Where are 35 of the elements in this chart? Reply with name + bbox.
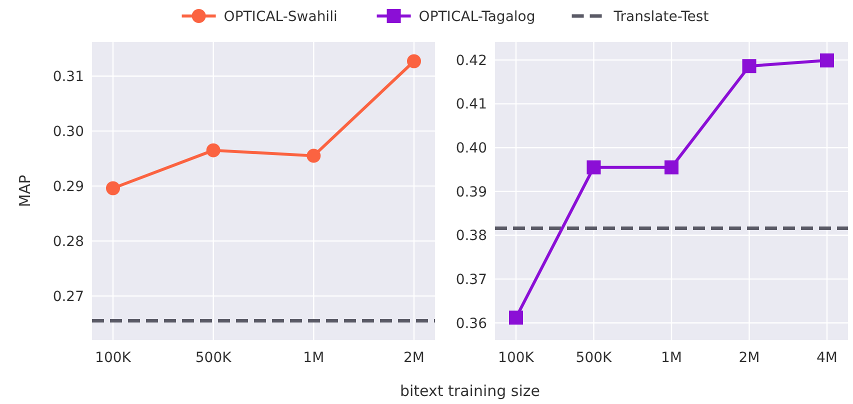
x-tick-label: 2M xyxy=(738,350,760,366)
y-tick-label: 0.27 xyxy=(52,288,84,305)
point xyxy=(820,53,834,68)
y-tick-label: 0.39 xyxy=(456,184,487,200)
point xyxy=(742,59,756,74)
point xyxy=(509,310,523,325)
y-tick-label: 0.37 xyxy=(456,272,487,288)
point xyxy=(586,160,601,174)
x-tick-label: 500K xyxy=(576,350,613,366)
x-tick-label: 2M xyxy=(404,350,424,366)
x-tick-label: 4M xyxy=(816,350,838,366)
point xyxy=(106,181,120,196)
y-tick-label: 0.41 xyxy=(456,96,487,113)
x-tick-label: 500K xyxy=(195,350,232,366)
point xyxy=(407,54,421,68)
point xyxy=(306,148,321,163)
y-axis-title: MAP xyxy=(16,174,34,208)
x-axis-title: bitext training size xyxy=(400,382,540,400)
point xyxy=(664,160,678,174)
y-tick-label: 0.30 xyxy=(52,124,84,140)
x-tick-label: 1M xyxy=(661,350,682,366)
x-tick-label: 100K xyxy=(95,350,132,366)
x-tick-label: 100K xyxy=(498,350,535,366)
legend-label: Translate-Test xyxy=(612,8,710,25)
y-tick-label: 0.31 xyxy=(52,68,84,85)
y-tick-label: 0.40 xyxy=(456,140,487,157)
y-tick-label: 0.42 xyxy=(456,52,487,69)
y-tick-label: 0.38 xyxy=(456,228,487,244)
point xyxy=(206,143,220,158)
x-tick-label: 1M xyxy=(303,350,324,366)
legend-label: OPTICAL-Swahili xyxy=(224,8,338,25)
y-tick-label: 0.28 xyxy=(52,234,84,250)
y-tick-label: 0.36 xyxy=(456,316,488,332)
legend-label: OPTICAL-Tagalog xyxy=(418,8,536,25)
y-tick-label: 0.29 xyxy=(52,178,84,195)
